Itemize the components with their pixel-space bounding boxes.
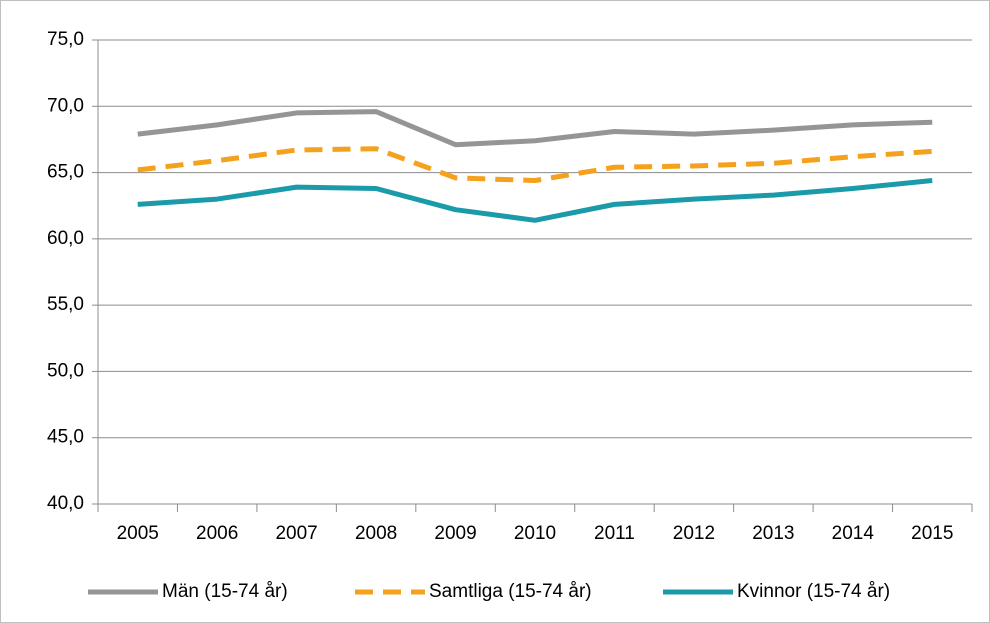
x-tick-label: 2005: [117, 523, 159, 544]
line-series: [137, 178, 933, 223]
x-tick-label: 2014: [832, 523, 875, 544]
legend-label: Samtliga (15-74 år): [429, 581, 592, 602]
line-series: [137, 146, 933, 184]
y-tick-label: 55,0: [47, 294, 84, 315]
x-tick-label: 2006: [196, 523, 238, 544]
y-tick-label: 65,0: [47, 162, 84, 183]
y-tick-label: 60,0: [47, 228, 84, 249]
x-tick-label: 2009: [434, 523, 476, 544]
legend-label: Män (15-74 år): [162, 581, 288, 602]
x-tick-label: 2007: [275, 523, 317, 544]
y-tick-label: 50,0: [47, 360, 84, 381]
x-tick-label: 2011: [594, 523, 635, 544]
legend-label: Kvinnor (15-74 år): [737, 581, 890, 602]
x-tick-label: 2008: [355, 523, 397, 544]
x-tick-label: 2013: [752, 523, 794, 544]
x-tick-label: 2010: [514, 523, 556, 544]
y-tick-label: 70,0: [47, 95, 84, 116]
line-series: [137, 109, 933, 148]
y-tick-label: 40,0: [47, 493, 84, 514]
x-tick-label: 2012: [673, 523, 715, 544]
y-tick-label: 45,0: [47, 427, 84, 448]
y-tick-label: 75,0: [47, 29, 84, 50]
x-tick-label: 2015: [911, 523, 953, 544]
